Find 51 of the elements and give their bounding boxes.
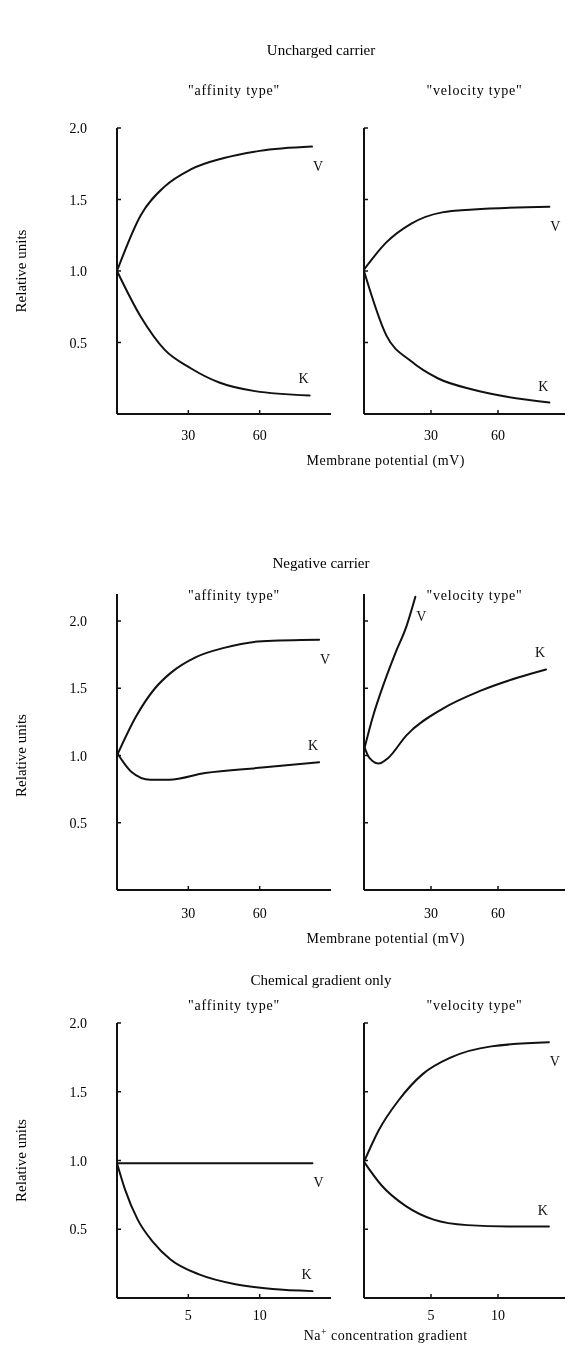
y-tick-label: 1.5 xyxy=(69,192,87,208)
chart-title: Negative carrier xyxy=(272,555,370,571)
series-label: V xyxy=(312,158,324,174)
y-tick-label: 1.5 xyxy=(69,681,87,697)
y-tick-label: 1.0 xyxy=(69,264,87,279)
y-tick-label: 1.0 xyxy=(69,1153,87,1169)
y-tick-label: 2.0 xyxy=(69,121,87,136)
x-tick-label: 5 xyxy=(184,1308,192,1323)
x-axis-title: Na$^{+}$ concentration gradient xyxy=(303,1325,468,1343)
y-tick-label: 0.5 xyxy=(69,335,87,351)
series-label: V xyxy=(416,608,427,624)
y-axis-title: Relative units xyxy=(13,229,29,313)
series-label: K xyxy=(537,1202,548,1218)
series-label: V xyxy=(550,218,561,234)
y-axis-title: Relative units xyxy=(13,1118,29,1202)
chart-title: Chemical gradient only xyxy=(250,972,392,988)
x-tick-label: 10 xyxy=(252,1308,267,1323)
x-tick-label: 60 xyxy=(252,428,267,443)
y-tick-label: 0.5 xyxy=(69,815,87,831)
series-label: K xyxy=(538,378,549,394)
y-tick-label: 2.0 xyxy=(69,614,87,629)
chart-subtitle: "affinity type" xyxy=(188,998,280,1013)
series-label: K xyxy=(301,1267,312,1283)
x-tick-label: 10 xyxy=(491,1308,505,1323)
x-tick-label: 60 xyxy=(491,906,505,921)
x-axis-title: Membrane potential (mV) xyxy=(306,453,465,469)
x-tick-label: 30 xyxy=(181,906,196,921)
series-label: V xyxy=(313,1175,324,1191)
y-tick-label: 1.5 xyxy=(69,1084,87,1100)
chart-subtitle: "velocity type" xyxy=(426,83,523,98)
chart-subtitle: "velocity type" xyxy=(426,998,523,1013)
y-tick-label: 2.0 xyxy=(69,1016,87,1031)
chart-title: Uncharged carrier xyxy=(266,42,376,58)
x-tick-label: 60 xyxy=(252,906,267,921)
y-axis-title: Relative units xyxy=(13,713,29,797)
y-tick-label: 1.0 xyxy=(69,748,87,764)
chart-subtitle: "affinity type" xyxy=(188,588,280,603)
series-label: K xyxy=(308,738,319,754)
x-tick-label: 5 xyxy=(427,1308,435,1323)
series-label: K xyxy=(298,371,309,387)
chart-subtitle: "affinity type" xyxy=(188,83,280,98)
chart-subtitle: "velocity type" xyxy=(426,588,523,603)
y-tick-label: 0.5 xyxy=(69,1222,87,1238)
series-label: V xyxy=(549,1054,560,1070)
x-tick-label: 30 xyxy=(424,428,438,443)
series-label: K xyxy=(534,645,546,661)
x-axis-title: Membrane potential (mV) xyxy=(306,931,465,947)
x-tick-label: 60 xyxy=(491,428,505,443)
x-tick-label: 30 xyxy=(181,428,196,443)
x-tick-label: 30 xyxy=(424,906,438,921)
series-label: V xyxy=(320,651,331,667)
